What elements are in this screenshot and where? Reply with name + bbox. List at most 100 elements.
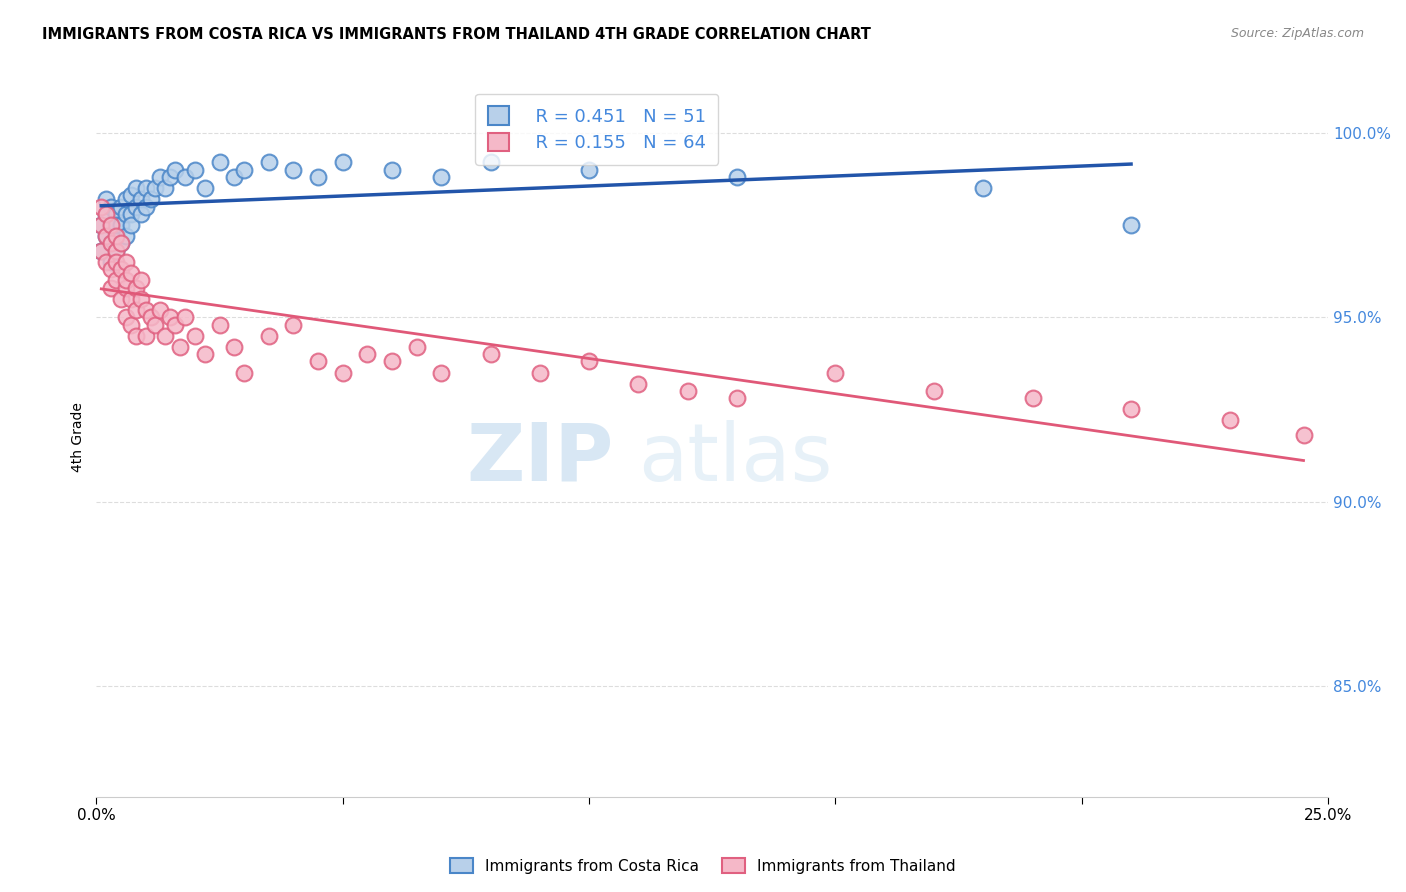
Point <box>100 255 122 269</box>
Point <box>125 302 148 317</box>
Point <box>1119 218 1142 232</box>
Point <box>90 244 112 258</box>
Point <box>100 236 122 251</box>
Point <box>145 181 167 195</box>
Point <box>224 340 246 354</box>
Point <box>479 155 502 169</box>
Point <box>174 310 197 325</box>
Point <box>208 155 231 169</box>
Point <box>110 292 132 306</box>
Point <box>233 366 256 380</box>
Point <box>381 354 404 368</box>
Point <box>96 207 118 221</box>
Point <box>1021 392 1043 406</box>
Point <box>96 192 118 206</box>
Point <box>135 200 157 214</box>
Point <box>194 181 217 195</box>
Point <box>105 229 128 244</box>
Point <box>90 218 112 232</box>
Point <box>1119 402 1142 417</box>
Legend:   R = 0.451   N = 51,   R = 0.155   N = 64: R = 0.451 N = 51, R = 0.155 N = 64 <box>475 94 718 165</box>
Point <box>430 366 453 380</box>
Point <box>115 281 138 295</box>
Point <box>194 347 217 361</box>
Point <box>155 181 177 195</box>
Point <box>356 347 378 361</box>
Point <box>120 292 142 306</box>
Point <box>430 169 453 184</box>
Point <box>129 273 152 287</box>
Point <box>1219 413 1241 427</box>
Point <box>155 328 177 343</box>
Point <box>125 200 148 214</box>
Point <box>115 229 138 244</box>
Point <box>115 255 138 269</box>
Point <box>165 162 187 177</box>
Point <box>105 255 128 269</box>
Point <box>479 347 502 361</box>
Point <box>184 328 207 343</box>
Point <box>307 354 329 368</box>
Point <box>100 281 122 295</box>
Point <box>283 318 305 332</box>
Point <box>125 328 148 343</box>
Point <box>105 229 128 244</box>
Point <box>120 218 142 232</box>
Point <box>115 207 138 221</box>
Point <box>90 218 112 232</box>
Point <box>129 192 152 206</box>
Point <box>105 273 128 287</box>
Point <box>96 229 118 244</box>
Point <box>100 218 122 232</box>
Point <box>208 318 231 332</box>
Point <box>135 302 157 317</box>
Point <box>100 218 122 232</box>
Point <box>578 162 600 177</box>
Point <box>135 328 157 343</box>
Point <box>125 281 148 295</box>
Point <box>129 207 152 221</box>
Point <box>224 169 246 184</box>
Point <box>90 200 112 214</box>
Point <box>145 318 167 332</box>
Point <box>120 318 142 332</box>
Point <box>676 384 699 398</box>
Point <box>96 229 118 244</box>
Point <box>169 340 191 354</box>
Text: Source: ZipAtlas.com: Source: ZipAtlas.com <box>1230 27 1364 40</box>
Point <box>159 310 181 325</box>
Point <box>307 169 329 184</box>
Point <box>105 244 128 258</box>
Point <box>174 169 197 184</box>
Point <box>332 155 354 169</box>
Point <box>184 162 207 177</box>
Point <box>139 310 162 325</box>
Point <box>139 192 162 206</box>
Point <box>100 200 122 214</box>
Point <box>105 207 128 221</box>
Point <box>100 236 122 251</box>
Point <box>332 366 354 380</box>
Point <box>115 192 138 206</box>
Point <box>257 155 280 169</box>
Point <box>110 218 132 232</box>
Point <box>972 181 994 195</box>
Point <box>578 354 600 368</box>
Point <box>110 200 132 214</box>
Text: IMMIGRANTS FROM COSTA RICA VS IMMIGRANTS FROM THAILAND 4TH GRADE CORRELATION CHA: IMMIGRANTS FROM COSTA RICA VS IMMIGRANTS… <box>42 27 872 42</box>
Y-axis label: 4th Grade: 4th Grade <box>72 402 86 472</box>
Text: ZIP: ZIP <box>467 419 613 498</box>
Point <box>824 366 846 380</box>
Point <box>110 236 132 251</box>
Point <box>129 292 152 306</box>
Point <box>405 340 427 354</box>
Point <box>149 302 172 317</box>
Legend: Immigrants from Costa Rica, Immigrants from Thailand: Immigrants from Costa Rica, Immigrants f… <box>444 852 962 880</box>
Point <box>120 266 142 280</box>
Point <box>110 236 132 251</box>
Point <box>115 310 138 325</box>
Point <box>110 262 132 277</box>
Point <box>165 318 187 332</box>
Point <box>96 207 118 221</box>
Point <box>135 181 157 195</box>
